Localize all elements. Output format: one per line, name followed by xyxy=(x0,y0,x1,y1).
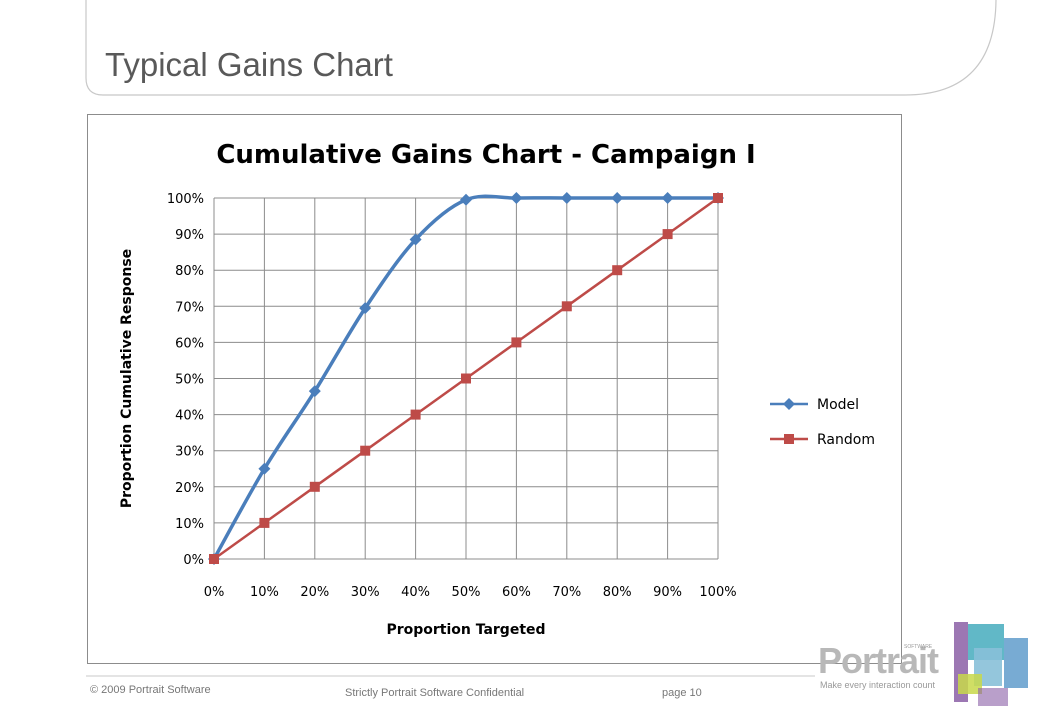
y-axis-label: Proportion Cumulative Response xyxy=(119,249,135,508)
chart-title: Cumulative Gains Chart - Campaign I xyxy=(216,140,755,170)
x-tick-label: 0% xyxy=(204,585,225,600)
model-point xyxy=(308,385,321,398)
y-tick-label: 80% xyxy=(175,264,204,279)
x-tick-label: 50% xyxy=(452,585,481,600)
y-tick-label: 10% xyxy=(175,517,204,532)
y-tick-label: 60% xyxy=(175,336,204,351)
model-point xyxy=(258,462,271,475)
y-tick-label: 50% xyxy=(175,373,204,388)
footer-page-number: page 10 xyxy=(662,687,702,699)
random-point xyxy=(461,373,471,384)
x-tick-label: 20% xyxy=(300,585,329,600)
random-point xyxy=(612,265,623,276)
model-point xyxy=(359,302,372,315)
y-tick-label: 100% xyxy=(167,192,204,207)
logo-wordmark: Portrait xyxy=(818,640,939,681)
model-point xyxy=(460,193,472,206)
gains-chart: Cumulative Gains Chart - Campaign I 0% 10%… xyxy=(119,140,875,638)
chart-frame: Cumulative Gains Chart - Campaign I 0% 10%… xyxy=(87,114,902,664)
legend-label-random: Random xyxy=(817,432,875,448)
footer-copyright: © 2009 Portrait Software xyxy=(90,684,211,696)
x-tick-label: 90% xyxy=(653,585,682,600)
y-tick-label: 40% xyxy=(175,409,204,424)
legend-label-model: Model xyxy=(817,397,859,413)
x-tick-label: 40% xyxy=(401,585,430,600)
random-point xyxy=(360,445,371,456)
footer-confidential: Strictly Portrait Software Confidential xyxy=(345,687,525,699)
model-point xyxy=(611,192,624,204)
y-tick-label: 70% xyxy=(175,300,204,315)
logo-small-text: SOFTWARE xyxy=(904,644,933,650)
x-tick-label: 100% xyxy=(699,585,736,600)
y-tick-label: 0% xyxy=(183,553,204,568)
x-tick-label: 30% xyxy=(351,585,380,600)
x-tick-label: 10% xyxy=(250,585,279,600)
random-point xyxy=(410,409,421,420)
x-tick-label: 80% xyxy=(603,585,632,600)
legend-marker-diamond-icon xyxy=(783,398,795,410)
logo-tagline: Make every interaction count xyxy=(820,680,936,690)
random-point xyxy=(259,517,270,528)
random-point xyxy=(713,193,723,203)
random-point xyxy=(561,301,572,312)
title-frame-line xyxy=(85,0,997,96)
random-point xyxy=(662,229,673,240)
y-tick-label: 90% xyxy=(175,228,204,243)
y-tick-label: 30% xyxy=(175,445,204,460)
logo-mark-icon xyxy=(954,622,1028,706)
x-tick-label: 70% xyxy=(552,585,581,600)
model-point xyxy=(661,192,674,204)
x-tick-label: 60% xyxy=(502,585,531,600)
model-point xyxy=(409,233,422,246)
random-point xyxy=(309,481,320,492)
y-tick-label: 20% xyxy=(175,481,204,496)
random-point xyxy=(209,554,219,564)
slide-title: Typical Gains Chart xyxy=(105,46,393,83)
model-point xyxy=(560,192,573,204)
portrait-logo: Portrait SOFTWARE Make every interaction… xyxy=(818,618,1040,718)
legend-marker-square-icon xyxy=(784,434,794,444)
x-axis-label: Proportion Targeted xyxy=(386,622,545,638)
model-point xyxy=(510,192,523,204)
random-point xyxy=(511,337,522,348)
